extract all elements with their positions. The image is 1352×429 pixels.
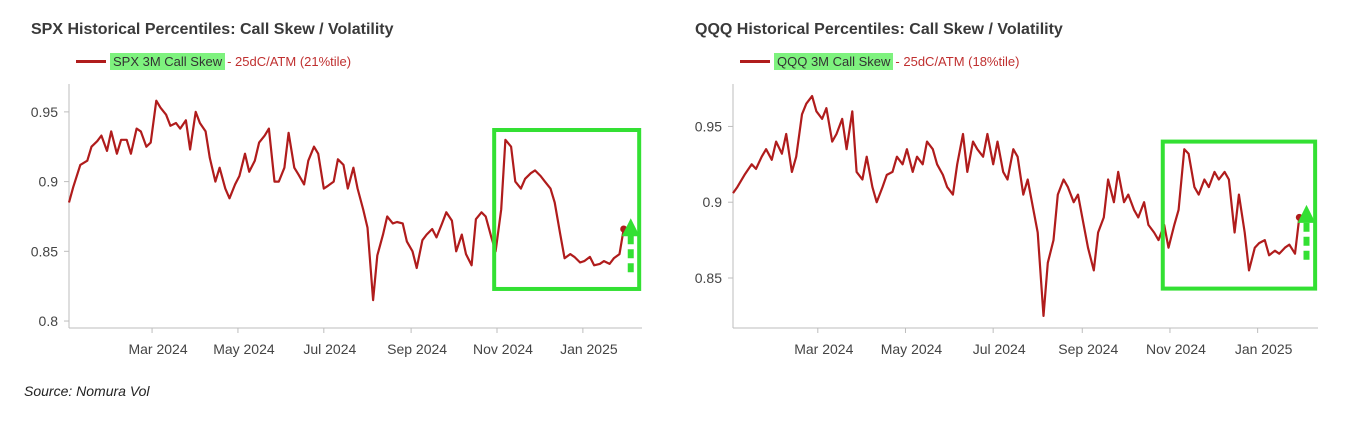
chart-legend: QQQ 3M Call Skew - 25dC/ATM (18%tile) [740, 51, 1019, 71]
y-tick-label: 0.8 [39, 313, 59, 329]
legend-series-name: QQQ 3M Call Skew [774, 52, 894, 70]
x-tick-label: Sep 2024 [1058, 341, 1118, 357]
up-arrow-head [1297, 204, 1316, 223]
y-tick-label: 0.95 [695, 118, 722, 134]
x-tick-label: May 2024 [881, 341, 943, 357]
highlight-box [492, 128, 642, 291]
x-tick-label: Mar 2024 [794, 341, 853, 357]
legend-series-name: SPX 3M Call Skew [110, 52, 226, 70]
y-tick-label: 0.85 [695, 270, 722, 286]
y-tick-label: 0.9 [39, 174, 59, 190]
x-tick-label: Jul 2024 [303, 341, 356, 357]
qqq-chart-plot: 0.85 0.9 0.95 Mar 2024 May 2024 Jul 2024 Sep 2… [695, 84, 1318, 357]
legend-series-detail: - 25dC/ATM (18%tile) [895, 53, 1020, 69]
chart-legend: SPX 3M Call Skew - 25dC/ATM (21%tile) [76, 51, 351, 71]
series-line [67, 99, 625, 302]
legend-line-swatch [76, 59, 106, 63]
spx-chart-panel: SPX Historical Percentiles: Call Skew / … [0, 0, 676, 370]
y-tick-label: 0.95 [31, 104, 58, 120]
x-tick-label: May 2024 [213, 341, 275, 357]
source-note: Source: Nomura Vol [24, 383, 150, 399]
chart-title: QQQ Historical Percentiles: Call Skew / … [695, 21, 1063, 38]
x-tick-label: Nov 2024 [1146, 341, 1206, 357]
series-line [732, 94, 1301, 317]
x-tick-label: Jan 2025 [560, 341, 618, 357]
qqq-chart-panel: QQQ Historical Percentiles: Call Skew / … [664, 0, 1352, 370]
y-tick-label: 0.9 [703, 194, 723, 210]
x-tick-label: Sep 2024 [387, 341, 447, 357]
y-tick-label: 0.85 [31, 243, 58, 259]
legend-series-detail: - 25dC/ATM (21%tile) [227, 53, 352, 69]
x-tick-label: Nov 2024 [473, 341, 533, 357]
chart-title: SPX Historical Percentiles: Call Skew / … [31, 21, 394, 38]
up-arrow-head [621, 218, 640, 237]
x-tick-label: Jan 2025 [1235, 341, 1293, 357]
spx-chart-plot: 0.8 0.85 0.9 0.95 Mar 2024 May 2024 Jul 2024 Se… [31, 84, 642, 357]
legend-line-swatch [740, 59, 770, 63]
x-tick-label: Mar 2024 [128, 341, 187, 357]
highlight-box [1160, 139, 1318, 291]
x-tick-label: Jul 2024 [973, 341, 1026, 357]
